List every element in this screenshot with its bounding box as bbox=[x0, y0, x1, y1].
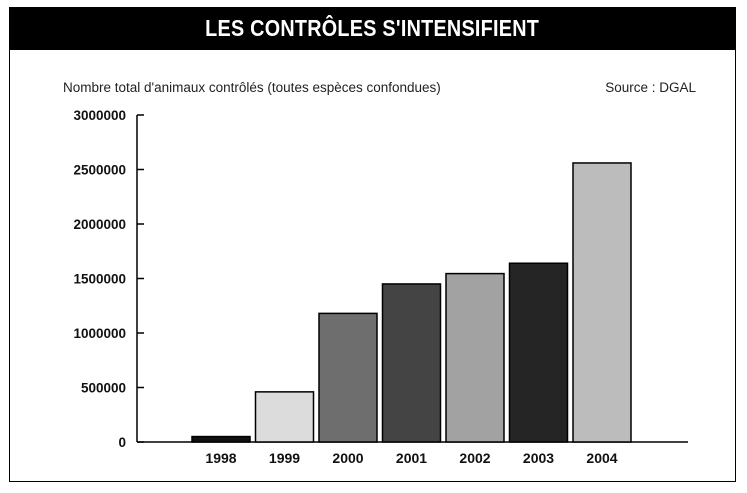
bar-2001 bbox=[381, 283, 442, 443]
y-tick-label: 3000000 bbox=[73, 108, 126, 123]
y-tick-label: 2500000 bbox=[73, 163, 126, 178]
chart-source: Source : DGAL bbox=[605, 80, 696, 95]
x-tick-label: 2002 bbox=[459, 450, 490, 466]
x-tick-label: 1998 bbox=[205, 450, 236, 466]
bar-1998 bbox=[191, 435, 251, 443]
bar-1999 bbox=[254, 391, 315, 443]
y-tick-label: 0 bbox=[118, 435, 126, 450]
y-tick-label: 1500000 bbox=[73, 272, 126, 287]
bars bbox=[191, 162, 632, 443]
x-ticks: 1998 1999 2000 2001 2002 2003 2004 bbox=[205, 450, 617, 466]
x-tick-label: 2000 bbox=[332, 450, 363, 466]
bar-2000 bbox=[318, 312, 378, 443]
chart-subtitle: Nombre total d'animaux contrôlés (toutes… bbox=[63, 80, 441, 95]
x-tick-label: 1999 bbox=[269, 450, 300, 466]
title-bar: LES CONTRÔLES S'INTENSIFIENT bbox=[9, 7, 736, 50]
x-tick-label: 2001 bbox=[396, 450, 427, 466]
chart-title: LES CONTRÔLES S'INTENSIFIENT bbox=[205, 15, 540, 41]
y-tick-label: 1000000 bbox=[73, 326, 126, 341]
bar-2002 bbox=[445, 272, 505, 443]
x-tick-label: 2003 bbox=[523, 450, 554, 466]
y-tick-label: 500000 bbox=[81, 381, 126, 396]
bar-2004 bbox=[572, 162, 632, 443]
bar-2003 bbox=[508, 262, 569, 443]
y-tick-label: 2000000 bbox=[73, 217, 126, 232]
y-ticks: 0 500000 1000000 1500000 2000000 2500000 30000… bbox=[73, 108, 144, 450]
x-tick-label: 2004 bbox=[586, 450, 617, 466]
